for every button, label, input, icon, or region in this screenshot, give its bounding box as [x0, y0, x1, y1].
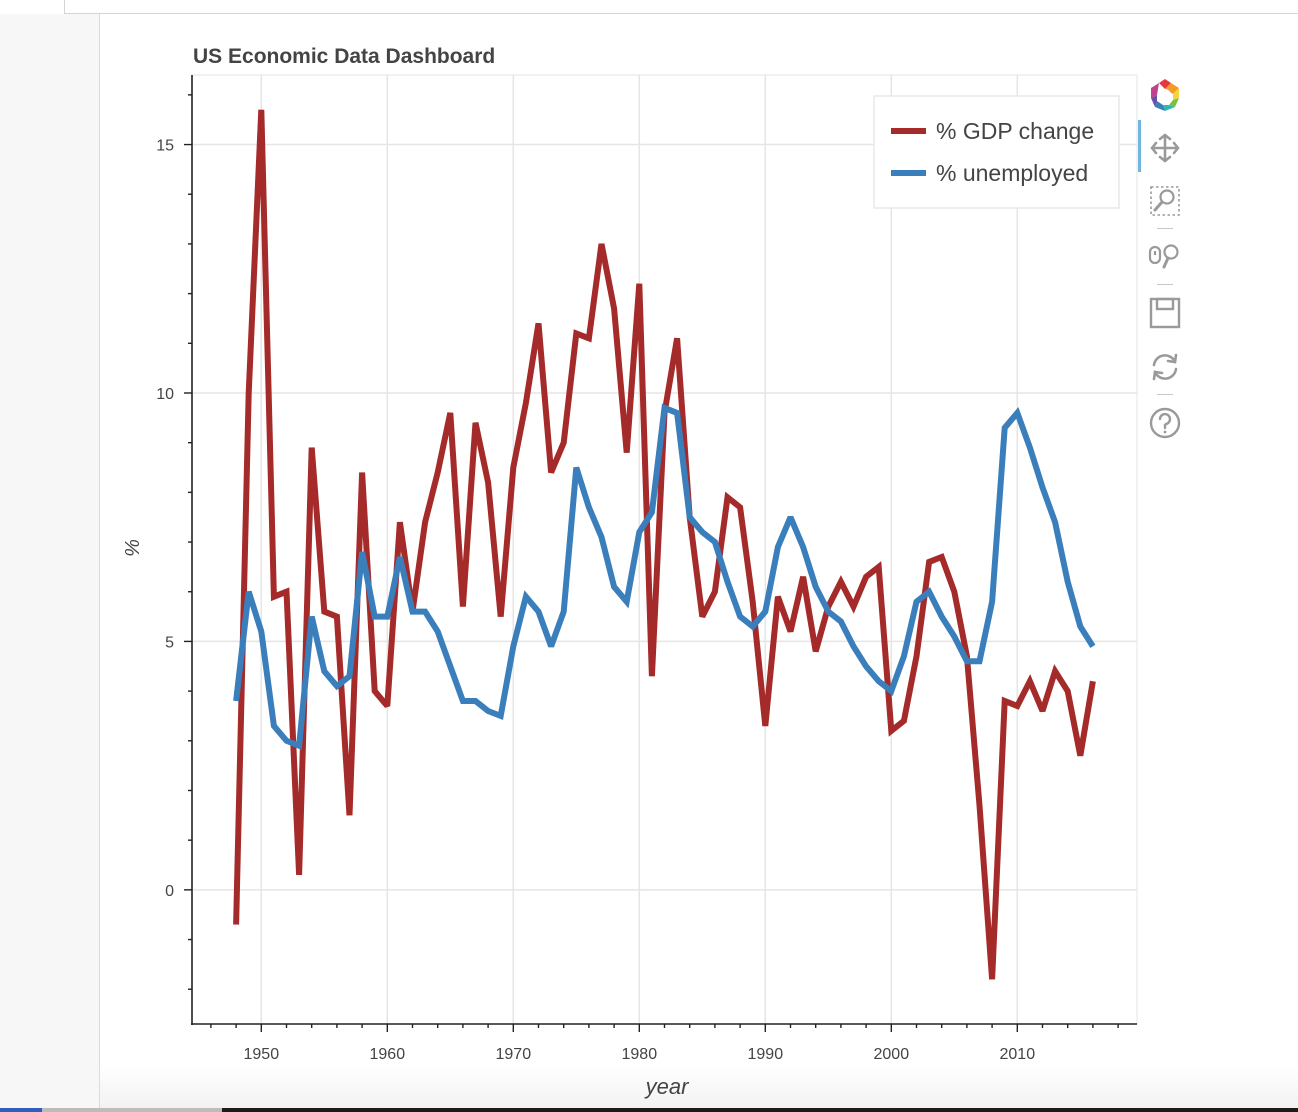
- y-axis-label: %: [122, 539, 144, 557]
- y-tick-label: 10: [156, 386, 174, 403]
- legend-label-unemployed: % unemployed: [936, 160, 1088, 186]
- output-footer: [100, 1066, 1298, 1112]
- x-tick-label: 1970: [496, 1046, 532, 1063]
- pan-icon[interactable]: [1146, 129, 1184, 167]
- x-tick-label: 1950: [244, 1046, 280, 1063]
- active-tool-indicator: [1138, 120, 1141, 172]
- window-bottom-edge: [0, 1108, 1298, 1112]
- plot-area[interactable]: [191, 74, 1138, 1025]
- help-icon[interactable]: [1146, 404, 1184, 442]
- y-tick-label: 15: [156, 138, 174, 155]
- toolbar-separator: [1157, 394, 1173, 395]
- x-tick-label: 1960: [370, 1046, 406, 1063]
- toolbar-separator: [1157, 284, 1173, 285]
- toolbar-separator: [1157, 228, 1173, 229]
- plot-background: [191, 74, 1138, 1025]
- chart-toolbar: [1138, 72, 1190, 452]
- save-icon[interactable]: [1146, 294, 1184, 332]
- x-tick-label: 1990: [748, 1046, 784, 1063]
- taskbar-segment: [42, 1108, 222, 1112]
- box-zoom-icon[interactable]: [1146, 182, 1184, 220]
- y-tick-label: 5: [165, 634, 174, 651]
- series-lines: [233, 109, 1096, 980]
- reset-icon[interactable]: [1146, 348, 1184, 386]
- x-tick-label: 2010: [1000, 1046, 1036, 1063]
- notebook-left-gutter: [0, 14, 100, 1112]
- legend-label-gdp: % GDP change: [936, 118, 1094, 144]
- x-tick-label: 1980: [622, 1046, 658, 1063]
- legend-box: [873, 95, 1120, 209]
- wheel-zoom-icon[interactable]: [1146, 237, 1184, 275]
- notebook-cell-frame: [64, 0, 1298, 14]
- taskbar-accent: [0, 1108, 42, 1112]
- legend[interactable]: % GDP change % unemployed: [873, 95, 1120, 209]
- x-axis-label: year: [644, 1074, 690, 1099]
- axes: 0 5 10 15 1950 1960 1970 1980 1990 2000 2010: [156, 75, 1137, 1063]
- x-tick-label: 2000: [874, 1046, 910, 1063]
- bokeh-logo-icon[interactable]: [1146, 76, 1184, 114]
- unemployment-line: [233, 403, 1096, 751]
- grid-lines: [192, 75, 1137, 1024]
- y-tick-label: 0: [165, 883, 174, 900]
- chart-title: US Economic Data Dashboard: [193, 45, 495, 68]
